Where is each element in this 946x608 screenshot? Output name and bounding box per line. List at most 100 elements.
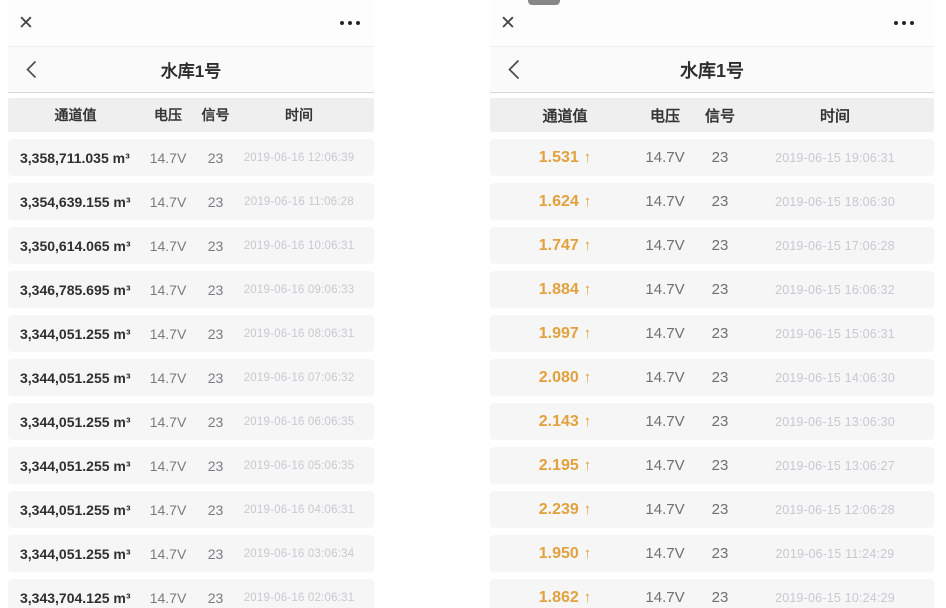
voltage-value: 14.7V bbox=[149, 545, 187, 562]
table-row: 3,344,051.255 m³ 14.7V 23 2019-06-16 04:… bbox=[8, 491, 374, 528]
table-row: 1.624 ↑ 14.7V 23 2019-06-15 18:06:30 bbox=[490, 183, 934, 220]
channel-value-text: 1.531 bbox=[538, 148, 579, 166]
signal-value: 23 bbox=[207, 281, 224, 298]
channel-value-text: 2.195 bbox=[538, 456, 579, 474]
table-row: 1.950 ↑ 14.7V 23 2019-06-15 11:24:29 bbox=[490, 535, 934, 572]
signal-value: 23 bbox=[207, 237, 224, 254]
channel-value: 1.747 ↑ bbox=[490, 237, 640, 255]
timestamp: 2019-06-16 11:06:28 bbox=[244, 195, 354, 208]
panel-gauge-readings: ✕ 水库1号 通道值 电压 信号 时间 1.531 ↑ 14.7V 23 201… bbox=[484, 0, 946, 608]
signal-value: 23 bbox=[207, 149, 224, 166]
voltage-value: 14.7V bbox=[645, 281, 685, 298]
channel-value-text: 3,344,051.255 m³ bbox=[20, 457, 131, 474]
channel-value-text: 3,354,639.155 m³ bbox=[20, 193, 131, 210]
back-icon[interactable] bbox=[26, 60, 37, 79]
channel-value: 2.195 ↑ bbox=[490, 457, 640, 475]
channel-value-text: 3,344,051.255 m³ bbox=[20, 369, 131, 386]
voltage-value: 14.7V bbox=[645, 545, 685, 562]
screen-artifact bbox=[528, 0, 560, 5]
signal-value: 23 bbox=[711, 457, 729, 474]
table-row: 3,344,051.255 m³ 14.7V 23 2019-06-16 08:… bbox=[8, 315, 374, 352]
timestamp: 2019-06-16 03:06:34 bbox=[243, 547, 355, 560]
channel-value-text: 1.747 bbox=[538, 236, 579, 254]
timestamp: 2019-06-16 09:06:33 bbox=[243, 283, 355, 296]
timestamp: 2019-06-15 13:06:27 bbox=[775, 458, 895, 473]
voltage-value: 14.7V bbox=[149, 457, 187, 474]
close-icon[interactable]: ✕ bbox=[500, 12, 516, 34]
channel-value: 1.950 ↑ bbox=[490, 545, 640, 563]
col-header-voltage: 电压 bbox=[649, 107, 680, 125]
table-row: 3,358,711.035 m³ 14.7V 23 2019-06-16 12:… bbox=[8, 139, 374, 176]
table-header: 通道值 电压 信号 时间 bbox=[8, 98, 374, 132]
channel-value-text: 3,344,051.255 m³ bbox=[20, 325, 131, 342]
channel-value: 3,344,051.255 m³ bbox=[8, 370, 143, 386]
timestamp: 2019-06-15 15:06:31 bbox=[775, 326, 895, 341]
signal-value: 23 bbox=[711, 325, 729, 342]
channel-value-text: 3,346,785.695 m³ bbox=[20, 281, 131, 298]
trend-up-icon: ↑ bbox=[583, 325, 592, 342]
trend-up-icon: ↑ bbox=[583, 369, 592, 386]
channel-value-text: 3,358,711.035 m³ bbox=[20, 149, 130, 166]
channel-value: 2.143 ↑ bbox=[490, 413, 640, 431]
channel-value-text: 1.862 bbox=[538, 588, 579, 606]
channel-value: 2.080 ↑ bbox=[490, 369, 640, 387]
channel-value-text: 2.143 bbox=[538, 412, 579, 430]
trend-up-icon: ↑ bbox=[583, 281, 592, 298]
page-title: 水库1号 bbox=[160, 62, 222, 81]
timestamp: 2019-06-16 05:06:35 bbox=[243, 459, 355, 472]
trend-up-icon: ↑ bbox=[583, 413, 592, 430]
signal-value: 23 bbox=[711, 149, 729, 166]
timestamp: 2019-06-15 10:24:29 bbox=[775, 590, 895, 605]
channel-value-text: 3,343,704.125 m³ bbox=[20, 589, 131, 606]
col-header-voltage: 电压 bbox=[154, 107, 182, 123]
voltage-value: 14.7V bbox=[149, 193, 187, 210]
timestamp: 2019-06-16 06:06:35 bbox=[243, 415, 355, 428]
trend-up-icon: ↑ bbox=[583, 501, 592, 518]
channel-value: 1.997 ↑ bbox=[490, 325, 640, 343]
table-row: 3,344,051.255 m³ 14.7V 23 2019-06-16 07:… bbox=[8, 359, 374, 396]
signal-value: 23 bbox=[207, 325, 224, 342]
trend-up-icon: ↑ bbox=[583, 589, 592, 606]
timestamp: 2019-06-16 08:06:31 bbox=[243, 327, 355, 340]
table-body: 1.531 ↑ 14.7V 23 2019-06-15 19:06:31 1.6… bbox=[490, 139, 934, 608]
voltage-value: 14.7V bbox=[149, 589, 187, 606]
channel-value: 3,344,051.255 m³ bbox=[8, 546, 143, 562]
channel-value-text: 1.997 bbox=[538, 324, 579, 342]
voltage-value: 14.7V bbox=[149, 149, 187, 166]
signal-value: 23 bbox=[207, 501, 224, 518]
channel-value: 3,344,051.255 m³ bbox=[8, 414, 143, 430]
timestamp: 2019-06-15 12:06:28 bbox=[775, 502, 895, 517]
timestamp: 2019-06-16 12:06:39 bbox=[243, 151, 355, 164]
voltage-value: 14.7V bbox=[149, 501, 187, 518]
voltage-value: 14.7V bbox=[645, 325, 685, 342]
channel-value: 3,350,614.065 m³ bbox=[8, 238, 143, 254]
channel-value: 3,346,785.695 m³ bbox=[8, 282, 143, 298]
channel-value-text: 2.239 bbox=[538, 500, 579, 518]
back-icon[interactable] bbox=[508, 59, 520, 80]
voltage-value: 14.7V bbox=[645, 149, 685, 166]
voltage-value: 14.7V bbox=[149, 325, 187, 342]
channel-value: 1.624 ↑ bbox=[490, 193, 640, 211]
more-icon[interactable] bbox=[892, 17, 916, 29]
topbar: ✕ bbox=[8, 0, 374, 46]
signal-value: 23 bbox=[207, 193, 224, 210]
col-header-signal: 信号 bbox=[704, 107, 735, 125]
timestamp: 2019-06-16 10:06:31 bbox=[243, 239, 355, 252]
more-icon[interactable] bbox=[338, 17, 362, 29]
signal-value: 23 bbox=[207, 457, 224, 474]
table-row: 1.884 ↑ 14.7V 23 2019-06-15 16:06:32 bbox=[490, 271, 934, 308]
table-row: 3,344,051.255 m³ 14.7V 23 2019-06-16 05:… bbox=[8, 447, 374, 484]
channel-value: 3,344,051.255 m³ bbox=[8, 502, 143, 518]
col-header-channel: 通道值 bbox=[54, 107, 97, 123]
channel-value: 2.239 ↑ bbox=[490, 501, 640, 519]
timestamp: 2019-06-15 19:06:31 bbox=[775, 150, 895, 165]
close-icon[interactable]: ✕ bbox=[18, 12, 34, 34]
signal-value: 23 bbox=[711, 237, 729, 254]
voltage-value: 14.7V bbox=[149, 413, 187, 430]
signal-value: 23 bbox=[207, 589, 224, 606]
timestamp: 2019-06-15 13:06:30 bbox=[775, 414, 895, 429]
signal-value: 23 bbox=[207, 369, 224, 386]
trend-up-icon: ↑ bbox=[583, 149, 592, 166]
table-row: 1.997 ↑ 14.7V 23 2019-06-15 15:06:31 bbox=[490, 315, 934, 352]
